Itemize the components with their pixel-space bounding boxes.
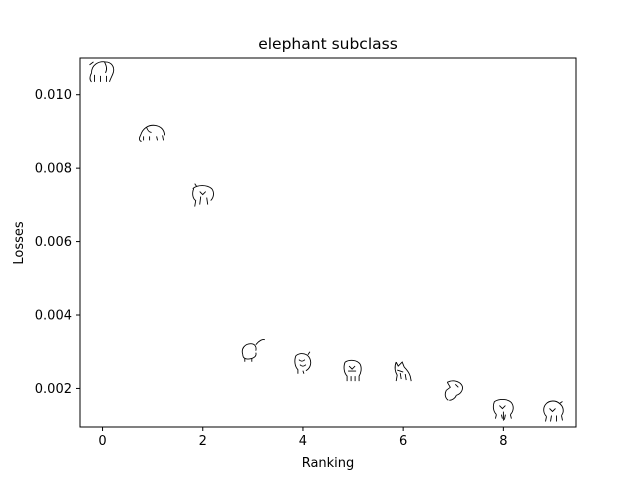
data-point-elephant-sketch	[490, 395, 517, 422]
data-points	[89, 57, 567, 424]
x-tick-label: 6	[399, 434, 407, 449]
y-tick-label: 0.006	[35, 235, 72, 250]
x-axis-label: Ranking	[302, 456, 355, 471]
y-axis-label: Losses	[12, 221, 27, 265]
x-tick-label: 2	[199, 434, 207, 449]
data-point-elephant-sketch	[139, 118, 166, 145]
data-point-elephant-sketch	[340, 357, 367, 384]
x-tick-label: 0	[98, 434, 106, 449]
y-axis-ticks: 0.002 0.004 0.006 0.008 0.010	[35, 88, 80, 397]
data-point-elephant-sketch	[239, 338, 266, 365]
y-tick-label: 0.004	[35, 309, 72, 324]
y-tick-label: 0.008	[35, 162, 72, 177]
plot-area-frame	[79, 57, 577, 428]
data-point-elephant-sketch	[390, 357, 417, 384]
y-tick-label: 0.002	[35, 382, 72, 397]
x-axis-ticks: 0 2 4 6 8	[98, 427, 507, 449]
x-tick-label: 8	[499, 434, 507, 449]
data-point-elephant-sketch	[189, 181, 216, 208]
x-tick-label: 4	[299, 434, 307, 449]
data-point-elephant-sketch	[289, 349, 316, 376]
y-tick-label: 0.010	[35, 88, 72, 103]
data-point-elephant-sketch	[440, 377, 467, 404]
data-point-elephant-sketch	[89, 57, 116, 84]
chart-title: elephant subclass	[258, 35, 398, 53]
data-point-elephant-sketch	[540, 397, 567, 424]
